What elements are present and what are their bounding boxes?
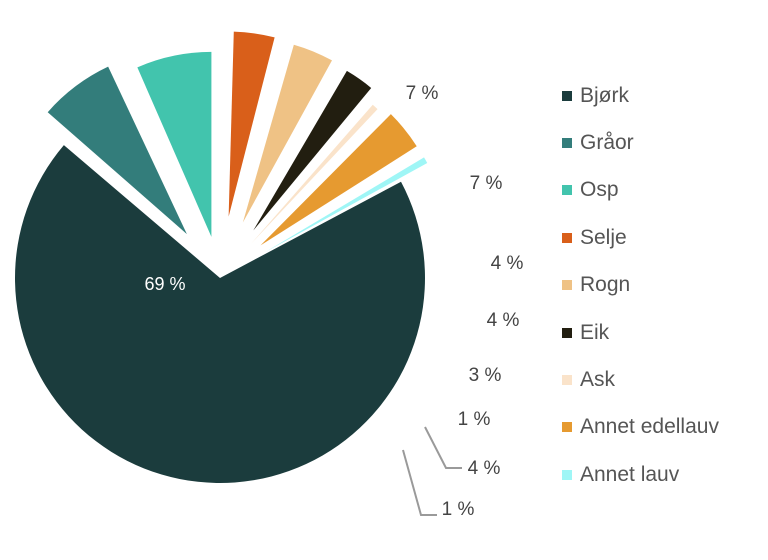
legend-item-osp: Osp: [562, 167, 762, 214]
pie-slice-selje: [228, 31, 275, 217]
slice-label-rogn: 4 %: [487, 310, 520, 331]
legend-label: Osp: [580, 178, 619, 202]
legend-swatch: [562, 422, 572, 433]
legend-swatch: [562, 327, 572, 338]
legend-swatch: [562, 280, 572, 291]
slice-label-eik: 3 %: [469, 365, 502, 386]
slice-labels: 69 % 7 % 7 % 4 % 4 % 3 % 1 % 4 % 1 %: [144, 83, 523, 520]
legend-item-selje: Selje: [562, 214, 762, 261]
pie-slice-annet-lauv: [265, 157, 428, 253]
leader-line-annet-edellauv: [424, 426, 462, 469]
legend-swatch: [562, 90, 572, 101]
legend-swatch: [562, 232, 572, 243]
pie-slice-rogn: [242, 44, 332, 223]
legend-item-annet-lauv: Annet lauv: [562, 451, 762, 498]
slice-label-ask: 1 %: [458, 409, 491, 430]
legend-item-ask: Ask: [562, 356, 762, 403]
legend-swatch: [562, 469, 572, 480]
legend-item-gråor: Gråor: [562, 119, 762, 166]
legend-label: Gråor: [580, 131, 634, 155]
pie-slice-osp: [137, 51, 212, 237]
legend-swatch: [562, 138, 572, 149]
slice-label-bjørk: 69 %: [144, 274, 185, 294]
pie-slice-gråor: [47, 66, 187, 235]
pie-slice-eik: [253, 70, 372, 231]
legend-label: Bjørk: [580, 83, 629, 107]
slice-label-osp: 7 %: [470, 173, 503, 194]
pie-slice-ask: [250, 104, 378, 244]
legend-label: Rogn: [580, 273, 631, 297]
legend: Bjørk Gråor Osp Selje Rogn Eik Ask Annet edella…: [562, 72, 762, 499]
pie-slice-annet-edellauv: [260, 114, 417, 246]
legend-label: Selje: [580, 225, 627, 249]
pie-chart: 69 % 7 % 7 % 4 % 4 % 3 % 1 % 4 % 1 %: [14, 31, 523, 520]
pie-slices: [14, 31, 428, 484]
legend-label: Annet lauv: [580, 462, 680, 486]
legend-swatch: [562, 185, 572, 196]
legend-swatch: [562, 375, 572, 386]
legend-item-bjørk: Bjørk: [562, 72, 762, 119]
legend-item-rogn: Rogn: [562, 262, 762, 309]
leader-lines: [402, 426, 462, 516]
slice-label-annet-edellauv: 4 %: [468, 458, 501, 479]
legend-item-eik: Eik: [562, 309, 762, 356]
legend-label: Annet edellauv: [580, 415, 719, 439]
leader-line-annet-lauv: [402, 449, 437, 516]
slice-label-annet-lauv: 1 %: [442, 499, 475, 520]
slice-label-gråor: 7 %: [406, 83, 439, 104]
legend-label: Eik: [580, 320, 610, 344]
legend-item-annet-edellauv: Annet edellauv: [562, 404, 762, 451]
pie-slice-bjørk: [14, 145, 426, 484]
slice-label-selje: 4 %: [491, 253, 524, 274]
legend-label: Ask: [580, 368, 616, 392]
